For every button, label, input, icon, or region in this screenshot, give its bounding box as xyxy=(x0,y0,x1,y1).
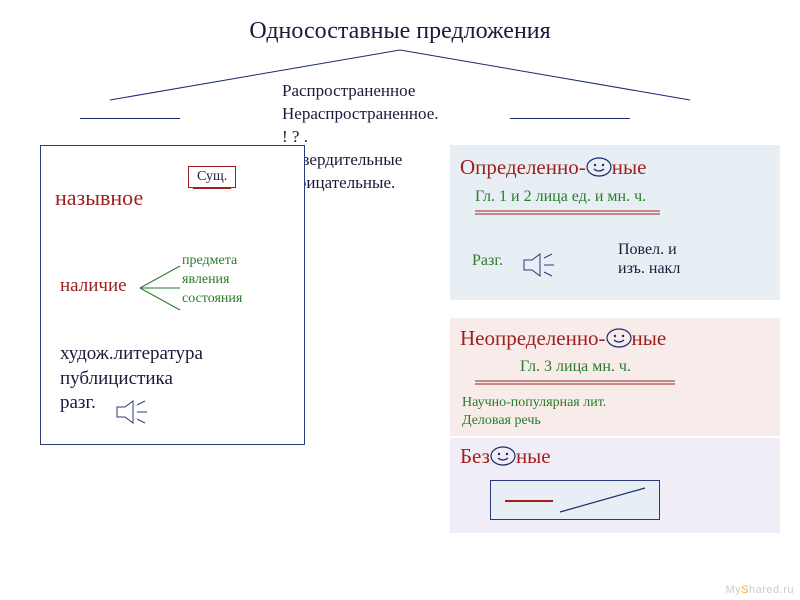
face-icon xyxy=(606,328,632,348)
neopr-pre: Неопределенно- xyxy=(460,326,606,350)
opredel-pre: Определенно- xyxy=(460,155,586,179)
face-icon xyxy=(490,446,516,466)
bez-pre: Без xyxy=(460,444,490,468)
speaker-icon xyxy=(115,397,159,427)
definite-personal-label: Определенно-ные xyxy=(460,155,646,180)
impersonal-label: Без ные xyxy=(460,444,551,469)
nazyvnoe-label: назывное xyxy=(55,185,143,211)
face-icon xyxy=(586,157,612,177)
center-classification: РаспространенноеНераспространенное.! ? .… xyxy=(282,80,439,195)
verb-3-person-label: Гл. 3 лица мн. ч. xyxy=(520,358,631,376)
subject-line xyxy=(505,500,553,502)
indefinite-personal-label: Неопределенно-ные xyxy=(460,326,666,351)
colloquial-label: Разг. xyxy=(472,252,503,270)
opredel-suf: ные xyxy=(612,155,647,179)
watermark: MyShared.ru xyxy=(726,584,795,596)
speaker-icon xyxy=(522,250,566,280)
double-underline xyxy=(475,210,660,216)
left-branch-underline xyxy=(80,118,180,119)
noun-marker-box: Сущ. xyxy=(188,166,236,188)
neopr-suf: ные xyxy=(632,326,667,350)
verb-1-2-person-label: Гл. 1 и 2 лица ед. и мн. ч. xyxy=(475,188,646,206)
nalichie-label: наличие xyxy=(60,275,127,297)
right-branch-underline xyxy=(510,118,630,119)
mood-label: Повел. иизъ. накл xyxy=(618,240,680,278)
scientific-usage-list: Научно-популярная лит.Деловая речь xyxy=(462,394,606,430)
double-underline xyxy=(475,380,675,386)
page-title: Односоставные предложения xyxy=(249,18,550,45)
bez-suf: ные xyxy=(516,444,551,468)
brace-icon xyxy=(135,258,185,318)
noun-underline xyxy=(193,187,231,189)
presence-list: предметаявлениясостояния xyxy=(182,252,242,309)
